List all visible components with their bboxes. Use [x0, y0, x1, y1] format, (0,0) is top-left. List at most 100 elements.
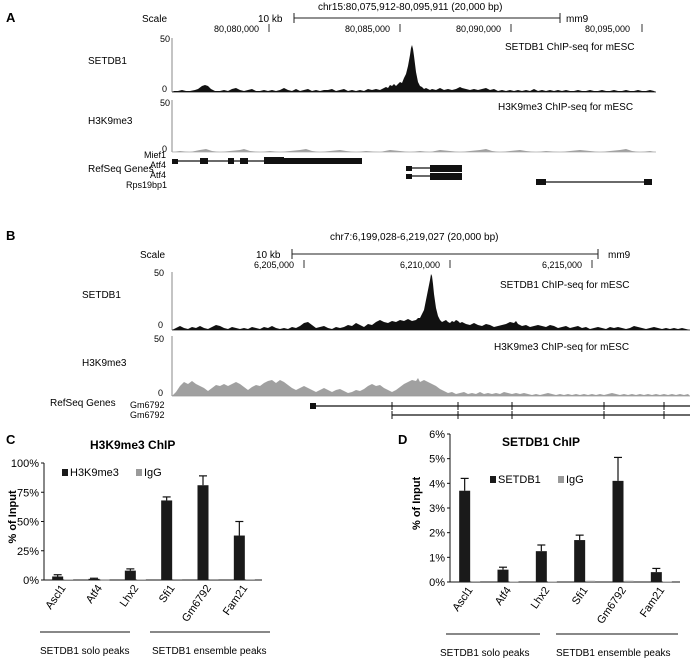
gene-label-a-1: Atf4 — [150, 160, 166, 170]
tick-a-1: 80,085,000 — [345, 24, 390, 34]
track-title-setdb1-b: SETDB1 ChIP-seq for mESC — [500, 280, 629, 291]
tick-b-1: 6,210,000 — [400, 260, 440, 270]
bar-h3k9me3-ascl1 — [52, 576, 64, 580]
x-tick-label-gm6792: Gm6792 — [180, 583, 214, 624]
legend-swatch-setdb1 — [490, 476, 496, 483]
bar-igg-fam21 — [245, 579, 255, 580]
panel-a: A Scale 10 kb chr15:80,075,912-80,095,91… — [6, 2, 656, 190]
y-tick-label: 1% — [429, 552, 445, 564]
chart-setdb1-chip: SETDB1 ChIP % of Input 0% 1% 2% 3% 4% 5% 6% SETDB… — [411, 429, 680, 626]
legend-label-igg: IgG — [566, 474, 584, 486]
legend-swatch-h3k9me3 — [62, 469, 68, 476]
y-axis-label: % of Input — [411, 477, 423, 530]
assembly-a: mm9 — [566, 14, 589, 25]
gene-model-gm6792-1 — [310, 402, 690, 410]
bar-setdb1-sfi1 — [574, 540, 586, 582]
signal-h3k9-a — [172, 149, 656, 152]
chart-title: SETDB1 ChIP — [502, 435, 580, 449]
bar-igg-fam21 — [662, 581, 672, 583]
x-tick-label-atf4: Atf4 — [493, 585, 514, 608]
track-min-h3k9-b: 0 — [158, 388, 163, 398]
bar-igg-lhx2 — [547, 581, 557, 583]
track-label-h3k9-b: H3K9me3 — [82, 358, 127, 369]
panel-d: D SETDB1 ChIP% of Input0%1%2%3%4%5%6%SET… — [398, 429, 680, 659]
gene-label-a-3: Rps19bp1 — [126, 180, 167, 190]
gene-model-mief1 — [172, 157, 362, 164]
coords-a: chr15:80,075,912-80,095,911 (20,000 bp) — [318, 2, 502, 13]
track-title-h3k9-b: H3K9me3 ChIP-seq for mESC — [494, 342, 629, 353]
y-tick-label: 6% — [429, 429, 445, 441]
panel-d-label: D — [398, 432, 407, 447]
track-min-setdb1-a: 0 — [162, 84, 167, 94]
bar-igg-gm6792 — [209, 579, 219, 580]
track-label-setdb1-b: SETDB1 — [82, 290, 121, 301]
gene-model-rps19bp1 — [536, 179, 652, 185]
panel-b-label: B — [6, 228, 15, 243]
scale-label-a: Scale — [142, 14, 167, 25]
track-label-h3k9-a: H3K9me3 — [88, 116, 133, 127]
y-tick-label: 100% — [11, 458, 39, 470]
legend-label-h3k9me3: H3K9me3 — [70, 467, 119, 479]
legend-label-igg: IgG — [144, 467, 162, 479]
x-tick-label-sfi1: Sfi1 — [570, 585, 591, 607]
coords-b: chr7:6,199,028-6,219,027 (20,000 bp) — [330, 232, 498, 243]
bar-igg-atf4 — [509, 581, 519, 583]
panel-b: B Scale chr7:6,199,028-6,219,027 (20,000… — [6, 228, 690, 420]
y-tick-label: 75% — [17, 487, 39, 499]
bar-setdb1-gm6792 — [612, 480, 624, 582]
tick-a-3: 80,095,000 — [585, 24, 630, 34]
signal-h3k9-b — [172, 378, 690, 396]
tick-b-2: 6,215,000 — [542, 260, 582, 270]
scale-bar-label-a: 10 kb — [258, 14, 283, 25]
group-label-solo-d: SETDB1 solo peaks — [440, 648, 530, 659]
bar-h3k9me3-atf4 — [88, 578, 100, 580]
track-title-setdb1-a: SETDB1 ChIP-seq for mESC — [505, 42, 634, 53]
x-tick-label-lhx2: Lhx2 — [529, 585, 553, 611]
legend-swatch-igg — [558, 476, 564, 483]
track-max-setdb1-a: 50 — [160, 34, 170, 44]
legend-label-setdb1: SETDB1 — [498, 474, 541, 486]
y-tick-label: 0% — [429, 577, 445, 589]
y-tick-label: 3% — [429, 503, 445, 515]
x-tick-label-sfi1: Sfi1 — [157, 583, 178, 605]
track-min-setdb1-b: 0 — [158, 320, 163, 330]
refseq-label-b: RefSeq Genes — [50, 398, 116, 409]
group-label-ensemble-c: SETDB1 ensemble peaks — [152, 646, 267, 657]
track-title-h3k9-a: H3K9me3 ChIP-seq for mESC — [498, 102, 633, 113]
gene-label-a-2: Atf4 — [150, 170, 166, 180]
bar-h3k9me3-fam21 — [233, 535, 245, 580]
gene-model-gm6792-2 — [391, 411, 690, 419]
bar-setdb1-ascl1 — [459, 490, 471, 582]
bar-h3k9me3-sfi1 — [161, 500, 173, 580]
track-max-setdb1-b: 50 — [154, 268, 164, 278]
tick-a-2: 80,090,000 — [456, 24, 501, 34]
y-tick-label: 2% — [429, 528, 445, 540]
bar-igg-sfi1 — [173, 579, 183, 580]
scale-label-b: Scale — [140, 250, 165, 261]
gene-label-b-1: Gm6792 — [130, 410, 165, 420]
bar-igg-lhx2 — [136, 579, 146, 581]
signal-setdb1-b — [172, 274, 690, 330]
y-tick-label: 25% — [17, 546, 39, 558]
chart-h3k9me3-chip: H3K9me3 ChIP % of Input 0% 25% 50% 75% 100% H3K… — [7, 438, 262, 624]
legend-swatch-igg — [136, 469, 142, 476]
group-label-solo-c: SETDB1 solo peaks — [40, 646, 130, 657]
bar-setdb1-atf4 — [497, 569, 509, 582]
group-label-ensemble-d: SETDB1 ensemble peaks — [556, 648, 671, 659]
track-max-h3k9-b: 50 — [154, 334, 164, 344]
bar-igg-ascl1 — [64, 579, 74, 581]
gene-label-a-0: Mief1 — [144, 150, 166, 160]
track-label-setdb1-a: SETDB1 — [88, 56, 127, 67]
tick-a-0: 80,080,000 — [214, 24, 259, 34]
x-tick-label-ascl1: Ascl1 — [450, 585, 475, 614]
x-tick-label-atf4: Atf4 — [84, 583, 105, 606]
y-tick-label: 5% — [429, 454, 445, 466]
x-tick-label-gm6792: Gm6792 — [595, 585, 629, 626]
panel-c: C H3K9me3 ChIP% of Input0%25%50%75%100%H… — [6, 432, 270, 657]
x-tick-label-lhx2: Lhx2 — [118, 583, 142, 609]
x-tick-label-fam21: Fam21 — [638, 585, 667, 620]
x-tick-label-ascl1: Ascl1 — [43, 583, 68, 612]
y-axis-label: % of Input — [7, 490, 19, 543]
x-tick-label-fam21: Fam21 — [221, 583, 250, 618]
